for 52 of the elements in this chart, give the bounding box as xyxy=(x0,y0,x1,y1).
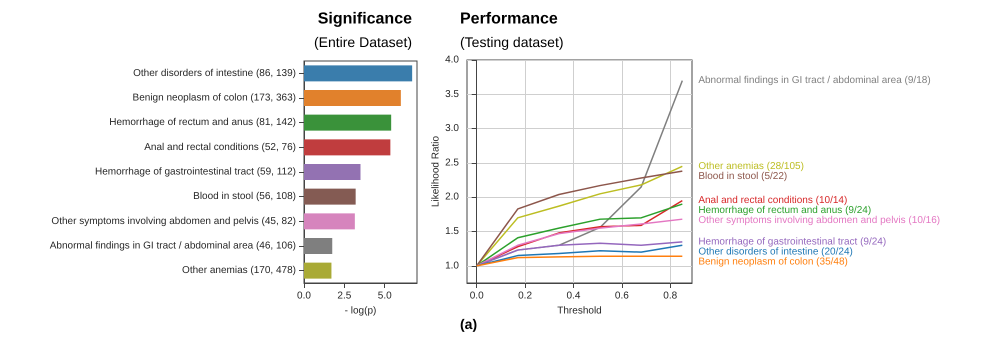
x-tick-label: 0.0 xyxy=(470,290,484,302)
chart-title: Significance xyxy=(318,10,412,28)
x-tick-label: 0.6 xyxy=(614,290,630,302)
y-tick-label: Anal and rectal conditions (52, 76) xyxy=(144,142,296,153)
x-tick-label: 0.4 xyxy=(566,290,581,302)
x-tick-label: 2.5 xyxy=(337,290,352,302)
bar xyxy=(304,139,390,156)
series-label: Other anemias (28/105) xyxy=(698,160,804,172)
x-tick-label: 5.0 xyxy=(378,290,392,302)
x-tick-label: 0.8 xyxy=(663,290,678,302)
y-tick-label: Other anemias (170, 478) xyxy=(182,265,296,276)
line-series xyxy=(476,255,684,267)
x-axis-title: - log(p) xyxy=(344,305,376,316)
y-axis-title: Likelihood Ratio xyxy=(430,135,442,208)
bar xyxy=(304,114,392,131)
series-label: Benign neoplasm of colon (35/48) xyxy=(698,256,848,268)
x-axis-title: Threshold xyxy=(557,305,602,316)
x-tick-label: 0.0 xyxy=(297,290,312,302)
y-tick-label: 1.5 xyxy=(445,226,460,238)
bar xyxy=(304,213,355,230)
series-label: Hemorrhage of rectum and anus (9/24) xyxy=(698,205,872,216)
chart-subtitle: (Entire Dataset) xyxy=(314,34,412,50)
y-tick-label: Other disorders of intestine (86, 139) xyxy=(133,68,296,79)
series-label: Other symptoms involving abdomen and pelvis (10/16) xyxy=(698,215,940,226)
series-label: Abnormal findings in GI tract / abdominal area (9/18) xyxy=(698,75,931,86)
series-label: Blood in stool (5/22) xyxy=(698,170,788,182)
bar xyxy=(304,188,356,205)
y-tick-label: Abnormal findings in GI tract / abdominal area (46, 106) xyxy=(50,240,296,252)
bar xyxy=(304,262,332,279)
y-tick-label: 1.0 xyxy=(445,260,460,272)
line-series xyxy=(476,218,684,267)
y-tick-label: 2.5 xyxy=(445,157,460,168)
chart-title: Performance xyxy=(460,10,558,28)
y-tick-label: Benign neoplasm of colon (173, 363) xyxy=(132,92,296,104)
chart-subtitle: (Testing dataset) xyxy=(460,34,564,50)
bar xyxy=(304,164,360,180)
y-tick-label: 2.0 xyxy=(445,192,460,203)
y-tick-label: 3.5 xyxy=(445,88,460,100)
y-tick-label: 4.0 xyxy=(445,54,460,66)
y-tick-label: Other symptoms involving abdomen and pelvis (45, 82) xyxy=(51,216,296,227)
series-label: Other disorders of intestine (20/24) xyxy=(698,246,853,258)
y-tick-label: Hemorrhage of rectum and anus (81, 142) xyxy=(109,117,296,128)
text: (a) xyxy=(460,316,478,332)
series-label: Hemorrhage of gastrointestinal tract (9/24) xyxy=(698,236,886,248)
bar xyxy=(304,90,401,106)
y-tick-label: Hemorrhage of gastrointestinal tract (59, 112) xyxy=(94,166,296,178)
x-tick-label: 0.2 xyxy=(518,290,532,302)
y-tick-label: 3.0 xyxy=(445,123,460,134)
y-tick-label: Blood in stool (56, 108) xyxy=(193,191,296,202)
series-label: Anal and rectal conditions (10/14) xyxy=(698,195,848,206)
bar xyxy=(304,238,332,254)
bar xyxy=(304,65,412,82)
